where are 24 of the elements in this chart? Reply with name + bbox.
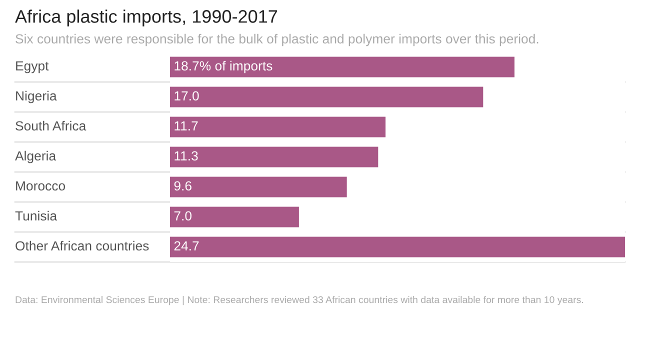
data-label: 9.6 xyxy=(174,181,192,191)
bar xyxy=(170,146,378,168)
chart-title: Africa plastic imports, 1990-2017 xyxy=(15,10,278,26)
y-tick-label: Algeria xyxy=(15,150,56,164)
text: Data: Environmental Sciences Europe | Note: Researchers reviewed 33 African countries with data available for more than 10 years. xyxy=(16,296,583,306)
bar xyxy=(170,56,514,78)
bar xyxy=(170,116,386,138)
y-tick-label: South Africa xyxy=(16,120,86,131)
data-label: 11.7 xyxy=(174,121,198,130)
y-tick-label: Morocco xyxy=(16,181,66,191)
y-tick-label: Nigeria xyxy=(16,90,57,104)
data-label: 7.0 xyxy=(174,211,192,221)
y-tick-label: Tunisia xyxy=(15,210,58,221)
bar xyxy=(170,206,299,228)
data-label: 18.7% of imports xyxy=(174,60,272,74)
y-tick-label: Other African countries xyxy=(16,240,149,251)
bar xyxy=(170,176,347,198)
data-label: 17.0 xyxy=(174,91,199,101)
data-label: 11.3 xyxy=(174,151,198,161)
bar xyxy=(170,236,625,258)
y-tick-label: Egypt xyxy=(16,61,49,74)
data-label: 24.7 xyxy=(174,241,199,250)
chart-subtitle: Six countries were responsible for the bulk of plastic and polymer imports over this period. xyxy=(16,34,538,46)
bar xyxy=(170,86,484,108)
